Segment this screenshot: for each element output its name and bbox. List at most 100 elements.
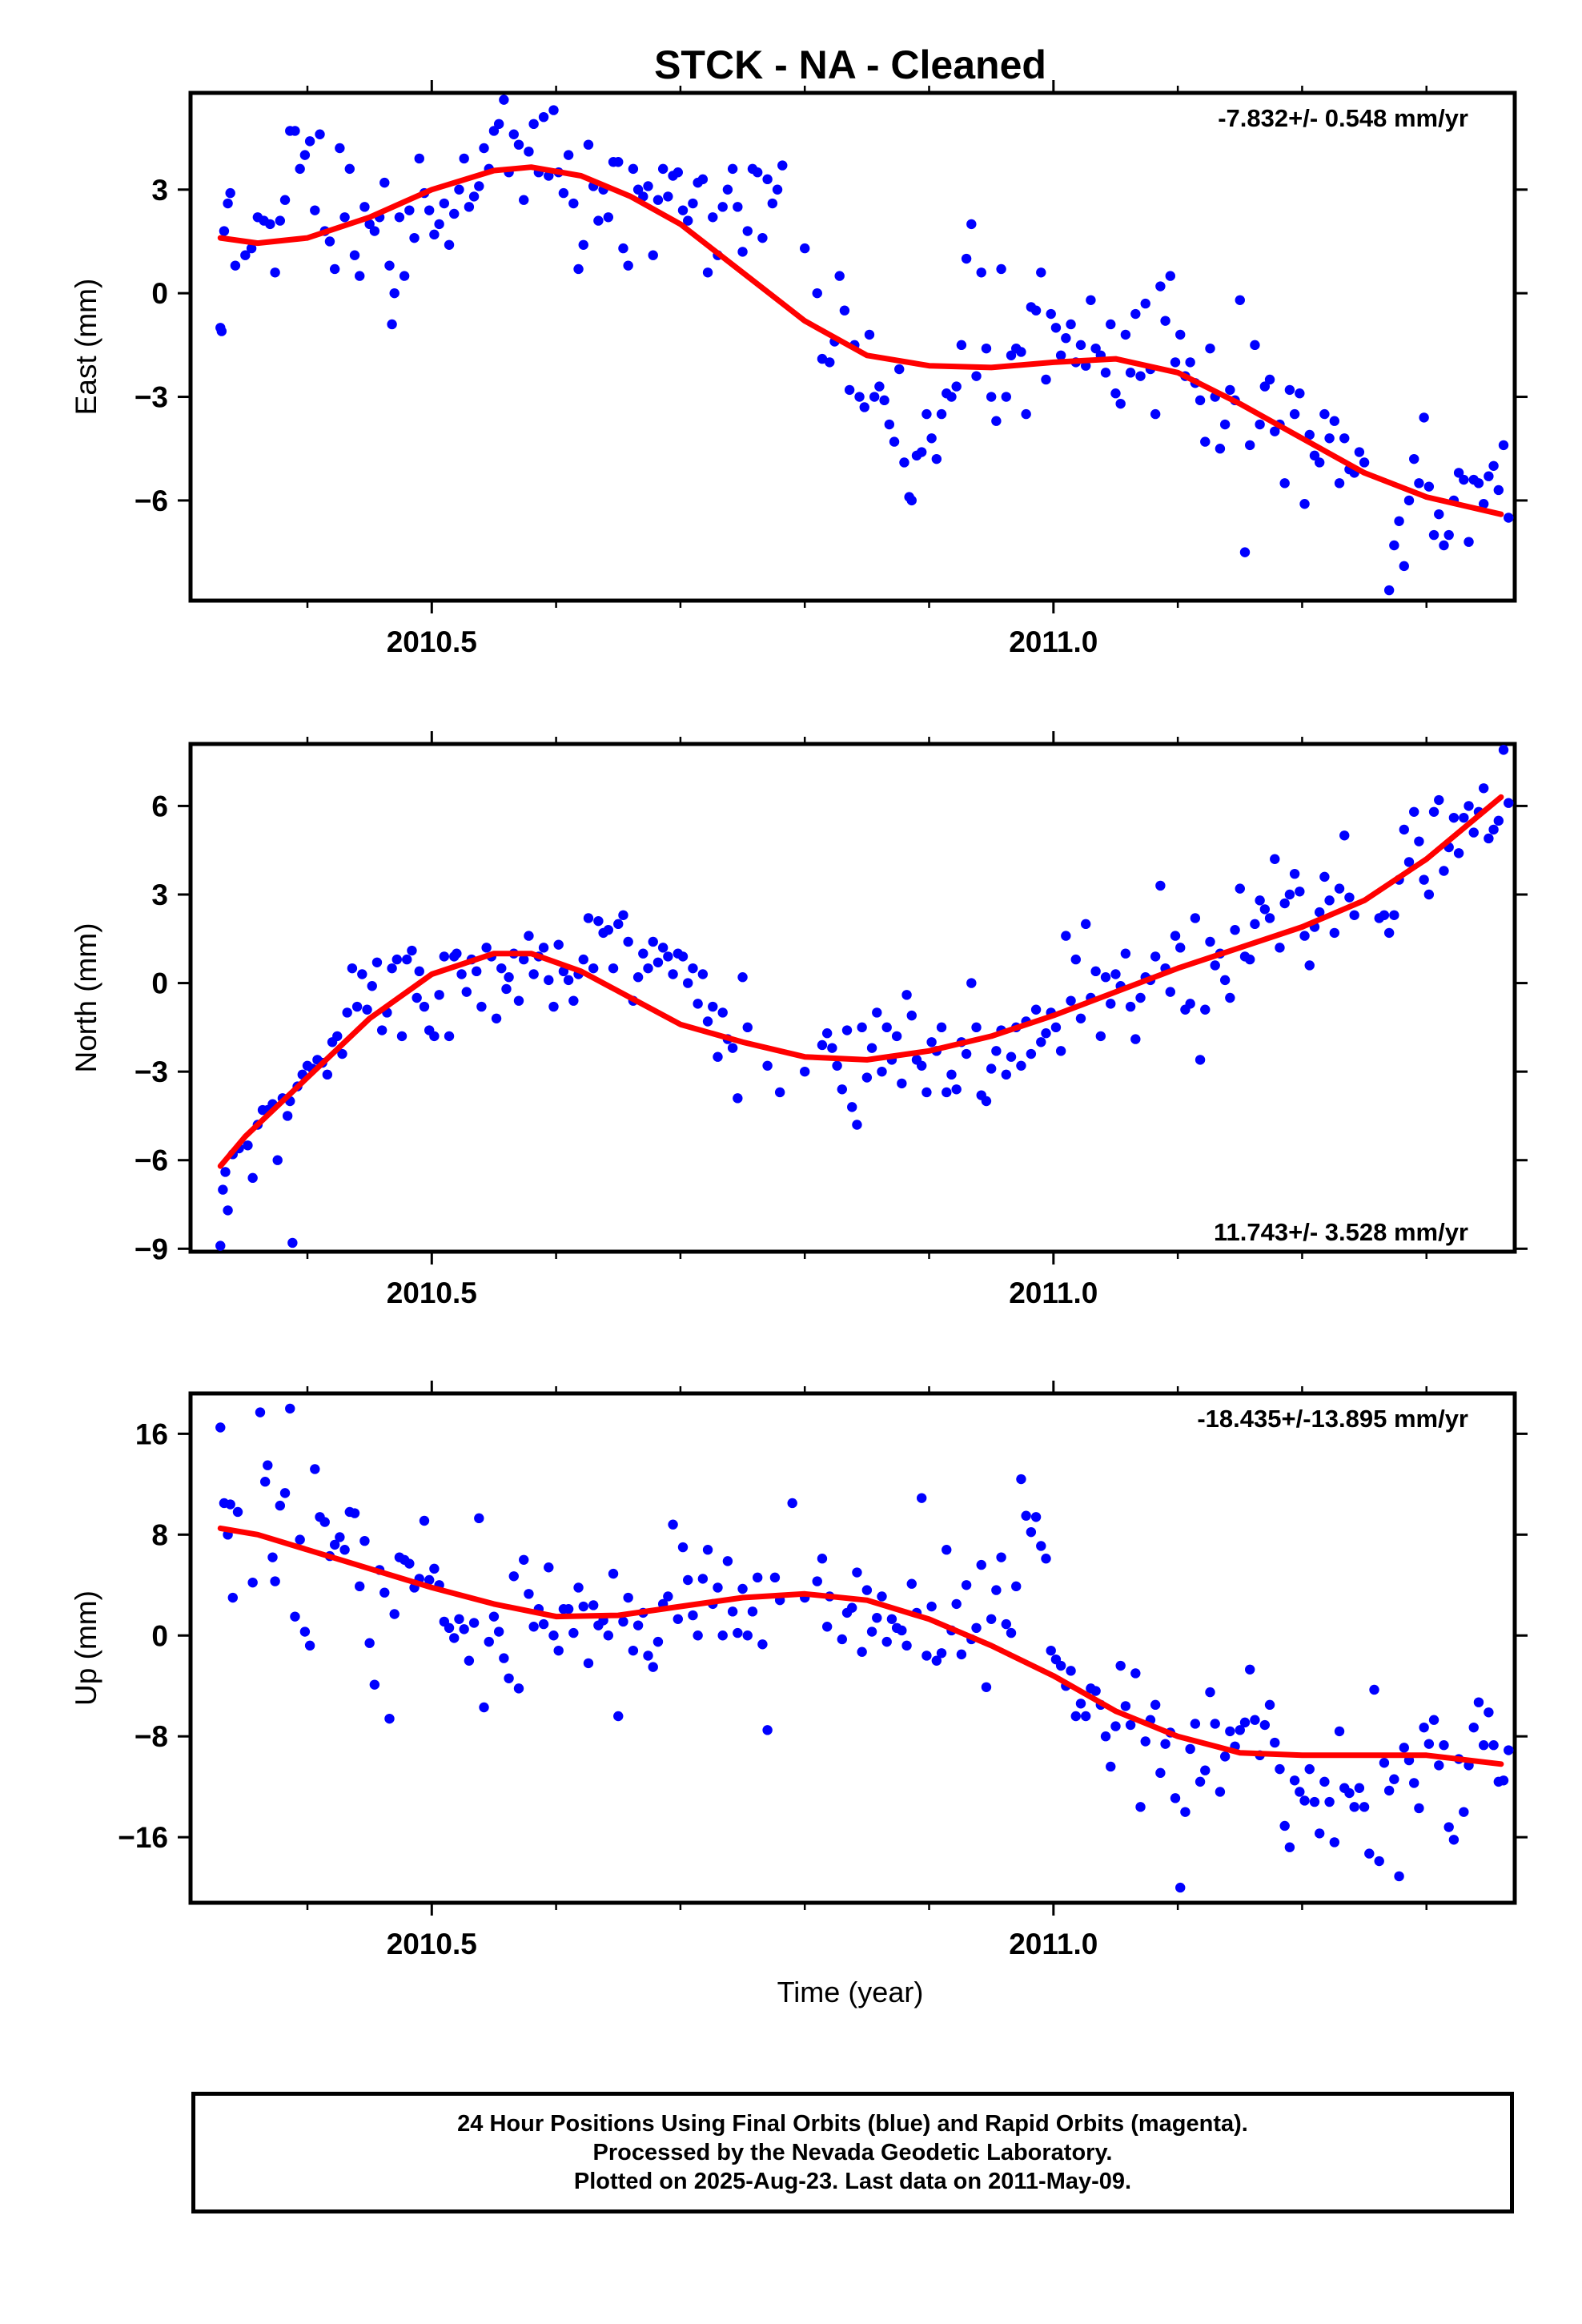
data-point <box>481 943 492 953</box>
data-point <box>1259 1719 1271 1731</box>
data-point <box>282 1111 293 1121</box>
data-point <box>638 948 648 959</box>
data-point <box>379 177 390 188</box>
data-point <box>1006 350 1017 360</box>
data-point <box>608 963 619 974</box>
footer-line-3: Plotted on 2025-Aug-23. Last data on 201… <box>573 2169 1132 2194</box>
data-point <box>1120 948 1131 959</box>
data-point <box>387 963 397 974</box>
data-point <box>449 1633 460 1643</box>
data-point <box>1175 943 1186 953</box>
data-point <box>834 271 845 281</box>
data-point <box>618 910 628 920</box>
data-point <box>259 1476 271 1487</box>
data-point <box>613 157 624 167</box>
data-point <box>916 447 927 457</box>
data-point <box>632 971 644 983</box>
data-point <box>379 1587 390 1598</box>
data-point <box>1428 1715 1439 1725</box>
data-point <box>906 495 917 506</box>
data-point <box>1066 319 1076 330</box>
data-point <box>727 1606 738 1617</box>
data-point <box>1001 392 1012 402</box>
data-point <box>1155 281 1166 292</box>
data-point <box>1324 433 1335 444</box>
data-point <box>1075 340 1086 351</box>
data-point <box>1150 1699 1161 1711</box>
data-point <box>1275 943 1285 953</box>
data-point <box>1001 1618 1012 1630</box>
y-tick-label: 16 <box>135 1417 168 1450</box>
data-point <box>1284 1842 1295 1852</box>
data-point <box>886 1614 897 1624</box>
data-point <box>906 1010 917 1021</box>
data-point <box>777 160 788 171</box>
data-point <box>1219 975 1231 986</box>
data-point <box>847 1102 857 1112</box>
data-point <box>901 1640 912 1651</box>
data-point <box>821 1622 833 1632</box>
data-point <box>613 1711 624 1722</box>
data-point <box>800 243 810 254</box>
data-point <box>1379 1758 1390 1768</box>
data-point <box>1100 1731 1111 1742</box>
data-point <box>859 402 869 412</box>
data-point <box>1215 444 1226 454</box>
data-point <box>548 1630 559 1641</box>
data-point <box>747 1606 758 1617</box>
data-point <box>1066 1666 1076 1676</box>
data-point <box>697 1574 709 1584</box>
data-point <box>468 191 480 202</box>
data-point <box>1070 954 1081 965</box>
data-point <box>528 969 539 979</box>
x-axis-label: Time (year) <box>777 1976 924 2008</box>
data-point <box>1295 388 1305 399</box>
north-panel: 6 3 0 −3 −6 −9 2010.5 2011.0 North (mm) 11.743+/-… <box>70 731 1528 1309</box>
data-point <box>1488 1740 1499 1751</box>
data-point <box>402 954 412 965</box>
data-point <box>966 219 977 230</box>
data-point <box>1334 478 1345 489</box>
data-point <box>1175 1882 1186 1893</box>
data-point <box>329 263 340 275</box>
data-point <box>1439 866 1449 876</box>
data-point <box>762 1060 773 1071</box>
data-point <box>1120 329 1131 340</box>
data-point <box>688 1610 698 1621</box>
footer-line-1: 24 Hour Positions Using Final Orbits (bl… <box>457 2111 1248 2137</box>
data-point <box>339 1545 350 1555</box>
data-point <box>593 915 604 927</box>
data-point <box>387 319 397 330</box>
data-point <box>1046 1645 1056 1656</box>
data-point <box>524 147 534 157</box>
data-point <box>717 202 728 212</box>
data-point <box>942 1087 952 1098</box>
data-point <box>648 936 658 947</box>
data-point <box>884 419 895 430</box>
data-point <box>717 1007 728 1018</box>
data-point <box>1279 1820 1290 1831</box>
data-point <box>1110 388 1121 399</box>
data-point <box>1295 1787 1305 1797</box>
data-point <box>931 1655 942 1666</box>
data-point <box>1095 1031 1106 1042</box>
data-point <box>215 1422 226 1433</box>
data-point <box>588 963 599 974</box>
data-point <box>419 1001 430 1012</box>
data-point <box>1453 468 1464 478</box>
data-point <box>1344 892 1355 903</box>
data-point <box>1026 1526 1037 1538</box>
data-point <box>1225 992 1235 1003</box>
data-point <box>1299 1795 1310 1806</box>
data-point <box>881 1636 892 1647</box>
data-point <box>677 951 689 962</box>
y-tick-label: 3 <box>151 879 168 911</box>
data-point <box>362 1004 372 1015</box>
data-point <box>275 215 286 226</box>
data-point <box>1369 1684 1379 1695</box>
data-point <box>742 1022 753 1033</box>
data-point <box>708 1001 718 1012</box>
data-point <box>290 126 300 136</box>
data-point <box>1225 384 1235 396</box>
data-point <box>351 1001 363 1012</box>
